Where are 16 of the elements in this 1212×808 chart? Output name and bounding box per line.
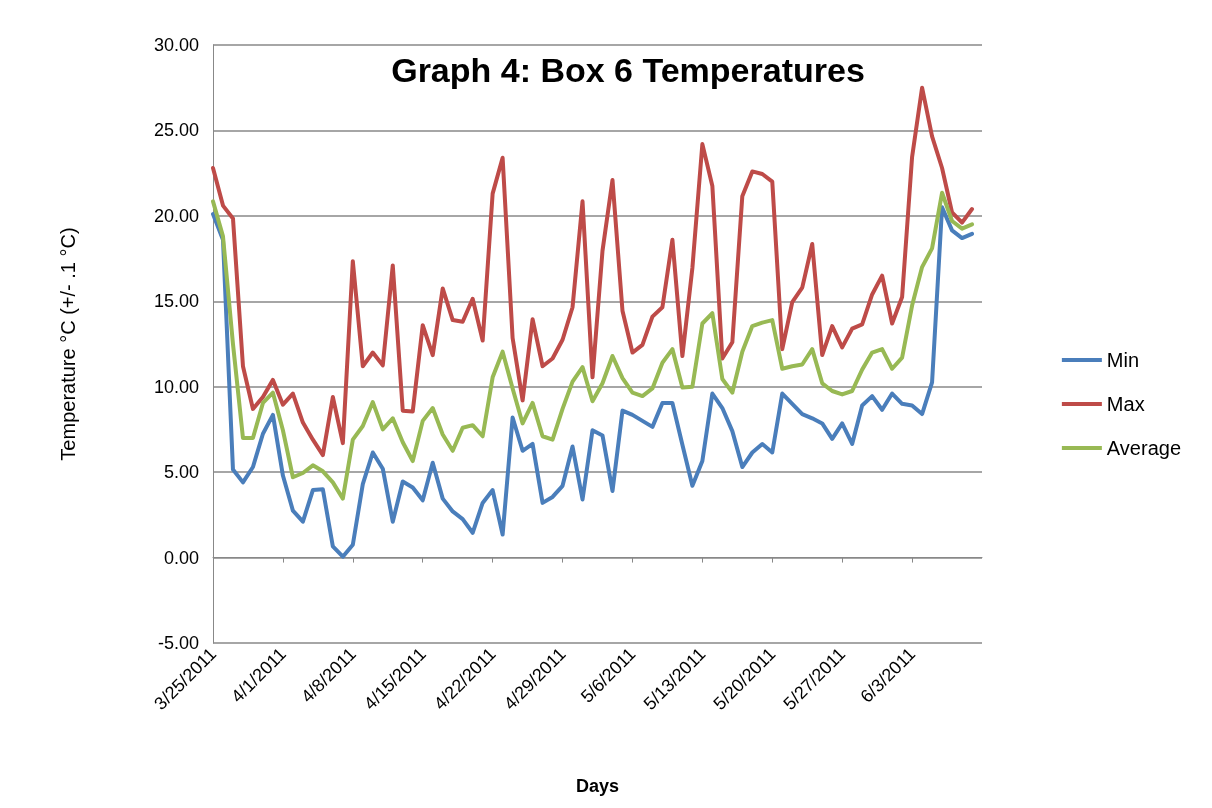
chart-title: Graph 4: Box 6 Temperatures (391, 51, 865, 89)
x-axis-title: Days (575, 776, 620, 796)
y-tick-label: -5.00 (157, 633, 199, 653)
legend-label: Min (1106, 349, 1140, 371)
y-tick-label: 25.00 (153, 120, 199, 141)
y-tick-label: 30.00 (153, 35, 199, 55)
y-tick-label: 15.00 (153, 291, 199, 312)
y-tick-label: 10.00 (153, 376, 199, 397)
y-tick-label: 20.00 (153, 205, 199, 226)
y-axis-title: Temperature °C (+/- .1 °C) (57, 227, 79, 461)
y-tick-label: 5.00 (163, 462, 199, 483)
legend-label: Max (1106, 393, 1145, 415)
y-tick-label: 0.00 (163, 547, 199, 568)
line-series (211, 205, 975, 559)
legend-label: Average (1106, 437, 1182, 459)
line-series (211, 190, 975, 501)
